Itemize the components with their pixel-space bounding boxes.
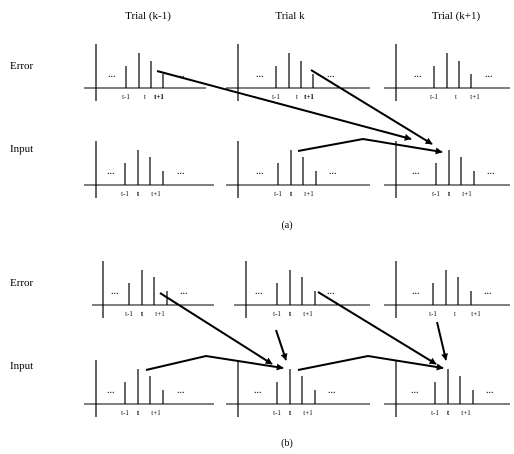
tick-label: t-1 (121, 409, 129, 417)
panel-a-error-trial-k: ... ... t-1 t t+1 (226, 44, 370, 101)
tick-label: t-1 (432, 190, 440, 198)
arrow-error-km1-to-input-k (159, 292, 273, 365)
tick-label: t+1 (461, 409, 471, 417)
row-label-error-b: Error (10, 277, 34, 289)
tick-label: t-1 (273, 409, 281, 417)
row-label-input-b: Input (10, 360, 33, 372)
arrow-error-k-to-input (310, 69, 433, 145)
tick-label: t (455, 93, 457, 101)
tick-label: t (141, 310, 144, 318)
ellipsis: ... (177, 69, 185, 80)
arrow-error-kp1-to-input-kp1 (436, 321, 448, 361)
tick-label: t-1 (122, 93, 130, 101)
ellipsis: ... (327, 69, 335, 80)
arrow-error-k-to-input-k (275, 329, 288, 361)
panel-a-input-trial-k: ... ... t-1 t t+1 (226, 141, 370, 198)
tick-label: t+1 (471, 310, 481, 318)
panel-b-arrows (145, 291, 448, 371)
ellipsis: ... (255, 286, 263, 297)
row-label-input-a: Input (10, 143, 33, 155)
tick-label: t+1 (151, 190, 161, 198)
caption-a: (a) (281, 220, 292, 231)
ellipsis: ... (412, 286, 420, 297)
ellipsis: ... (329, 166, 337, 177)
ellipsis: ... (485, 69, 493, 80)
tick-label: t-1 (273, 310, 281, 318)
ellipsis: ... (177, 166, 185, 177)
tick-label: t+1 (470, 93, 480, 101)
tick-label: t+1 (155, 310, 165, 318)
arrow-input-k-to-input (297, 137, 443, 155)
tick-label: t-1 (125, 310, 133, 318)
ellipsis: ... (180, 286, 188, 297)
tick-label: t (289, 310, 292, 318)
arrow-input-km1-to-input-k (145, 354, 284, 371)
ellipsis: ... (111, 286, 119, 297)
tick-label: t (289, 409, 292, 417)
tick-label: t+1 (303, 409, 313, 417)
tick-label: t+1 (304, 93, 314, 101)
panel-a-error-trial-kp1: ... ... t-1 t t+1 (384, 44, 510, 101)
panel-b-error-trial-kp1: ... ... t-1 t t+1 (384, 261, 510, 318)
panel-a-input-trial-kp1: ... ... t-1 t t+1 (384, 141, 510, 198)
tick-label: t (296, 93, 298, 101)
tick-label: t+1 (303, 310, 313, 318)
tick-label: t-1 (121, 190, 129, 198)
tick-label: t (448, 190, 451, 198)
arrow-error-km1-to-input (156, 70, 412, 141)
ellipsis: ... (107, 166, 115, 177)
tick-label: t+1 (304, 190, 314, 198)
tick-label: t (137, 190, 140, 198)
tick-label: t-1 (429, 310, 437, 318)
tick-label: t (137, 409, 140, 417)
tick-label: t-1 (430, 93, 438, 101)
ellipsis: ... (411, 385, 419, 396)
tick-label: t-1 (272, 93, 280, 101)
tick-label: t (144, 93, 146, 101)
panel-b-input-trial-kp1: ... ... t-1 t t+1 (384, 360, 510, 417)
tick-label: t-1 (431, 409, 439, 417)
ellipsis: ... (328, 385, 336, 396)
ellipsis: ... (486, 385, 494, 396)
tick-label: t+1 (462, 190, 472, 198)
column-header-trial-k: Trial k (275, 10, 305, 22)
panel-a-input-trial-km1: ... ... t-1 t t+1 (84, 141, 214, 198)
tick-label: t+1 (151, 409, 161, 417)
ellipsis: ... (256, 166, 264, 177)
panel-a-arrows (156, 69, 443, 155)
panel-b-error-trial-km1: ... ... t-1 t t+1 (92, 261, 214, 318)
column-header-trial-k-plus-1: Trial (k+1) (432, 10, 481, 22)
row-label-error-a: Error (10, 60, 34, 72)
tick-label: t-1 (274, 190, 282, 198)
ellipsis: ... (412, 166, 420, 177)
caption-b: (b) (281, 438, 293, 449)
panel-a-error-trial-km1: ... ... t-1 t t+1 (84, 44, 206, 101)
ellipsis: ... (327, 286, 335, 297)
ellipsis: ... (108, 69, 116, 80)
tick-label: t (290, 190, 293, 198)
ellipsis: ... (177, 385, 185, 396)
column-header-trial-k-minus-1: Trial (k-1) (125, 10, 171, 22)
panel-b-error-trial-k: ... ... t-1 t t+1 (234, 261, 370, 318)
tick-label: t (454, 310, 456, 318)
ellipsis: ... (484, 286, 492, 297)
ellipsis: ... (487, 166, 495, 177)
tick-label: t (447, 409, 450, 417)
ellipsis: ... (256, 69, 264, 80)
tick-label: t+1 (154, 93, 164, 101)
arrow-input-k-to-input-kp1 (297, 354, 444, 371)
panel-b-input-trial-km1: ... ... t-1 t t+1 (84, 360, 214, 417)
ellipsis: ... (414, 69, 422, 80)
ellipsis: ... (107, 385, 115, 396)
ellipsis: ... (254, 385, 262, 396)
panel-b-input-trial-k: ... ... t-1 t t+1 (226, 360, 370, 417)
arrow-error-k-to-input-kp1 (317, 291, 437, 365)
